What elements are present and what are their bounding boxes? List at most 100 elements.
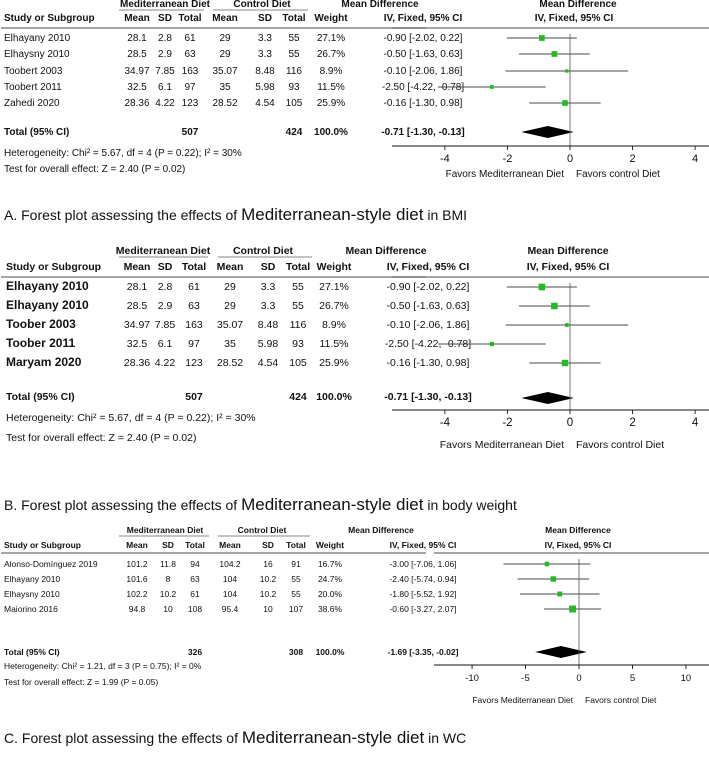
cell-exp-total: 94 [190, 559, 200, 569]
header-group-exp: Mediterranean Diet [127, 525, 204, 535]
effect-square [538, 35, 545, 41]
x-tick-label: -4 [440, 417, 451, 429]
x-tick-label: 2 [629, 417, 635, 429]
cell-exp-mean: 28.36 [124, 98, 149, 109]
cell-weight: 20.0% [318, 589, 343, 599]
x-tick-label: -10 [465, 673, 479, 684]
total-ctl: 424 [289, 391, 307, 403]
cell-weight: 8.9% [320, 66, 343, 77]
study-name: Toobert 2011 [4, 82, 62, 93]
effect-square [550, 576, 557, 582]
caption-a-emph: Mediterranean-style diet [241, 205, 424, 224]
cell-ctl-sd: 16 [263, 559, 273, 569]
cell-ci: -3.00 [-7.06, 1.06] [389, 559, 456, 569]
caption-b-post: in body weight [423, 497, 517, 513]
total-exp: 507 [182, 127, 199, 138]
header-ctl-sd: SD [262, 540, 274, 550]
forest-plot-b: Mediterranean Diet Control Diet Mean Diffe… [1, 245, 709, 451]
cell-ctl-mean: 95.4 [222, 604, 239, 614]
cell-ci: -0.60 [-3.27, 2.07] [389, 604, 456, 614]
forest-plot-c: Mediterranean Diet Control Diet Mean Diffe… [1, 525, 709, 705]
total-diamond [521, 392, 574, 404]
header-effect-plot: Mean Difference [539, 0, 617, 10]
cell-exp-sd: 7.85 [155, 66, 175, 77]
header-effect-plot: Mean Difference [545, 525, 611, 535]
cell-exp-total: 97 [188, 338, 200, 350]
cell-ctl-sd: 3.3 [258, 33, 272, 44]
favors-left-label: Favors Mediterranean Diet [440, 439, 564, 451]
cell-exp-total: 61 [190, 589, 200, 599]
header-group-ctl: Control Diet [233, 245, 294, 257]
effect-square [564, 323, 569, 327]
cell-ctl-sd: 3.3 [258, 49, 272, 60]
header-ctl-mean: Mean [219, 540, 241, 550]
favors-right-label: Favors control Diet [576, 169, 660, 180]
header-method-plot: IV, Fixed, 95% CI [545, 540, 612, 550]
x-tick-label: 0 [567, 153, 573, 165]
header-ctl-total: Total [286, 540, 306, 550]
cell-weight: 27.1% [317, 33, 345, 44]
effect-square [551, 302, 558, 310]
cell-exp-sd: 4.22 [155, 357, 176, 369]
forest-plot-a: Mediterranean Diet Control Diet Mean Diffe… [1, 0, 709, 180]
cell-ci: -0.90 [-2.02, 0.22] [387, 281, 470, 293]
cell-ci: -2.40 [-5.74, 0.94] [389, 574, 456, 584]
cell-exp-mean: 28.1 [127, 281, 148, 293]
header-effect: Mean Difference [341, 0, 419, 10]
study-name: Zahedi 2020 [4, 98, 60, 109]
cell-ctl-sd: 10.2 [260, 589, 277, 599]
cell-ctl-total: 55 [288, 33, 300, 44]
cell-exp-sd: 4.22 [155, 98, 175, 109]
cell-ctl-total: 55 [292, 300, 304, 312]
cell-weight: 11.5% [317, 82, 345, 93]
header-method: IV, Fixed, 95% CI [384, 13, 463, 24]
header-weight: Weight [314, 13, 348, 24]
header-method: IV, Fixed, 95% CI [390, 540, 457, 550]
cell-weight: 26.7% [317, 49, 345, 60]
total-ctl: 424 [286, 127, 303, 138]
cell-ctl-total: 105 [289, 357, 307, 369]
header-exp-mean: Mean [124, 261, 151, 273]
total-ci: -0.71 [-1.30, -0.13] [381, 127, 464, 138]
cell-ci: -0.10 [-2.06, 1.86] [387, 319, 470, 331]
cell-ctl-mean: 29 [224, 300, 236, 312]
caption-a: A. Forest plot assessing the effects of … [4, 205, 467, 225]
cell-ctl-sd: 8.48 [255, 66, 275, 77]
header-exp-mean: Mean [124, 13, 150, 24]
cell-ci: -0.90 [-2.02, 0.22] [384, 33, 463, 44]
x-tick-label: -4 [440, 153, 450, 165]
study-name: Maiorino 2016 [4, 604, 58, 614]
cell-exp-total: 63 [190, 574, 200, 584]
effect-square [562, 100, 568, 106]
x-tick-label: 10 [681, 673, 692, 684]
cell-ctl-sd: 4.54 [255, 98, 275, 109]
study-name: Elhaysny 2010 [4, 589, 60, 599]
cell-ctl-sd: 5.98 [258, 338, 279, 350]
total-diamond [535, 646, 587, 658]
header-method-plot: IV, Fixed, 95% CI [527, 261, 610, 273]
caption-c-pre: C. Forest plot assessing the effects of [4, 730, 242, 746]
x-tick-label: 5 [630, 673, 635, 684]
caption-b-emph: Mediterranean-style diet [241, 495, 424, 514]
cell-weight: 8.9% [322, 319, 346, 331]
cell-weight: 25.9% [317, 98, 345, 109]
favors-right-label: Favors control Diet [576, 439, 664, 451]
total-label: Total (95% CI) [4, 647, 60, 657]
cell-exp-mean: 32.5 [127, 338, 148, 350]
x-tick-label: 4 [692, 417, 699, 429]
study-name: Elhaysny 2010 [4, 49, 70, 60]
header-ctl-mean: Mean [217, 261, 244, 273]
cell-exp-total: 63 [188, 300, 200, 312]
cell-ctl-mean: 35.07 [217, 319, 243, 331]
cell-exp-total: 61 [184, 33, 196, 44]
header-exp-total: Total [182, 261, 206, 273]
cell-ctl-sd: 5.98 [255, 82, 275, 93]
header-exp-mean: Mean [126, 540, 148, 550]
cell-weight: 16.7% [318, 559, 343, 569]
header-exp-sd: SD [158, 261, 173, 273]
header-method-plot: IV, Fixed, 95% CI [535, 13, 614, 24]
study-name: Toober 2011 [6, 336, 75, 350]
favors-left-label: Favors Mediterranean Diet [472, 695, 573, 705]
study-name: Maryam 2020 [6, 355, 82, 369]
cell-ci: -0.16 [-1.30, 0.98] [387, 357, 470, 369]
